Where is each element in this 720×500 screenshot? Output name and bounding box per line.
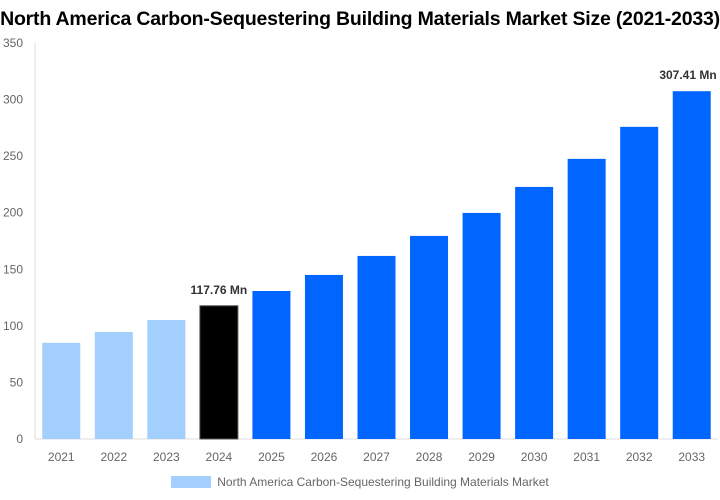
bar-2024 [199, 305, 239, 440]
bar-2032 [620, 126, 659, 439]
chart-title: North America Carbon-Sequestering Buildi… [0, 8, 720, 30]
x-tick-label: 2025 [258, 450, 285, 464]
x-tick-label: 2031 [573, 450, 600, 464]
bar-2026 [304, 274, 343, 439]
x-tick-label: 2029 [468, 450, 495, 464]
y-tick-label: 100 [3, 319, 23, 333]
legend-label: North America Carbon-Sequestering Buildi… [217, 475, 549, 489]
y-tick-label: 300 [3, 93, 23, 107]
x-tick-label: 2026 [311, 450, 338, 464]
bar-2033 [672, 91, 711, 439]
x-tick-label: 2028 [416, 450, 443, 464]
y-tick-label: 200 [3, 206, 23, 220]
x-tick-label: 2021 [48, 450, 75, 464]
legend-swatch [171, 476, 212, 488]
y-tick-label: 0 [16, 432, 23, 446]
x-tick-label: 2030 [521, 450, 548, 464]
y-tick-label: 350 [3, 36, 23, 50]
y-tick-label: 50 [10, 375, 24, 389]
x-tick-label: 2022 [100, 450, 127, 464]
x-tick-label: 2023 [153, 450, 180, 464]
x-tick-label: 2033 [678, 450, 705, 464]
x-tick-label: 2027 [363, 450, 390, 464]
data-label: 117.76 Mn [191, 283, 248, 297]
bar-2025 [252, 291, 291, 439]
bar-2022 [94, 331, 133, 439]
y-tick-label: 150 [3, 262, 23, 276]
bar-2021 [42, 342, 81, 439]
x-tick-label: 2032 [626, 450, 653, 464]
bar-2030 [515, 186, 554, 439]
bar-2028 [410, 235, 449, 439]
y-tick-label: 250 [3, 149, 23, 163]
data-label: 307.41 Mn [659, 68, 716, 82]
bar-2023 [147, 319, 186, 439]
bar-2031 [567, 158, 606, 440]
legend: North America Carbon-Sequestering Buildi… [0, 475, 720, 489]
x-tick-label: 2024 [206, 450, 233, 464]
bar-2029 [462, 212, 501, 439]
bar-2027 [357, 255, 396, 439]
